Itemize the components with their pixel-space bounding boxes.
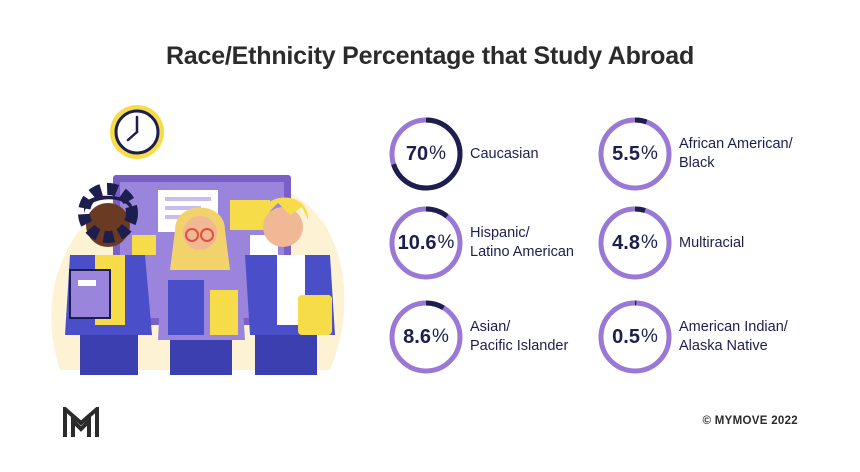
stat-label-line: Black [679,155,715,171]
stat-unit: % [437,232,455,253]
clock-icon [110,105,164,159]
stat-item: 8.6% Asian/Pacific Islander [387,298,637,376]
copyright-text: © MYMOVE 2022 [702,415,798,427]
donut-value-arc [389,117,463,191]
stat-label-line: African American/ [679,136,793,152]
stat-item: 70% Caucasian [387,115,637,193]
stat-number: 0.5 [612,325,640,348]
stat-value: 8.6% [387,298,465,376]
chart-title: Race/Ethnicity Percentage that Study Abr… [165,42,695,70]
stat-label: Asian/Pacific Islander [470,298,630,376]
stat-unit: % [640,143,658,164]
stat-value: 0.5% [596,298,674,376]
stat-value: 5.5% [596,115,674,193]
stat-number: 5.5 [612,142,640,165]
stat-label: American Indian/Alaska Native [679,298,839,376]
stat-label: Multiracial [679,204,839,282]
donut-ring [389,117,463,191]
stat-label-line: American Indian/ [679,319,788,335]
stat-number: 4.8 [612,231,640,254]
stat-label-line: Alaska Native [679,338,768,354]
donut-value-arc [598,300,672,374]
donut-ring [598,300,672,374]
stat-item: 4.8% Multiracial [596,204,846,282]
donut-value-arc [389,206,463,280]
stat-label-line: Multiracial [679,234,745,251]
stat-item: 10.6% Hispanic/Latino American [387,204,637,282]
stat-value: 4.8% [596,204,674,282]
stat-unit: % [429,143,447,164]
donut-ring [598,206,672,280]
stat-label: African American/Black [679,115,839,193]
donut-ring [389,300,463,374]
students-illustration [51,105,345,375]
stat-unit: % [640,326,658,347]
donut-value-arc [598,117,672,191]
stat-value: 10.6% [387,204,465,282]
stat-label-line: Caucasian [470,145,539,162]
stat-label: Caucasian [470,115,630,193]
stat-unit: % [431,326,449,347]
stat-number: 8.6 [403,325,431,348]
donut-value-arc [389,300,463,374]
donut-value-arc [598,206,672,280]
stat-number: 10.6 [397,231,437,254]
donut-ring [598,117,672,191]
mymove-logo-icon [63,407,99,437]
stat-label: Hispanic/Latino American [470,204,630,282]
donut-ring [389,206,463,280]
stat-item: 5.5% African American/Black [596,115,846,193]
stat-number: 70 [405,142,429,165]
stat-label-line: Pacific Islander [470,338,569,354]
stat-label-line: Latino American [470,244,574,260]
stat-label-line: Hispanic/ [470,225,530,241]
stat-item: 0.5% American Indian/Alaska Native [596,298,846,376]
stat-label-line: Asian/ [470,319,511,335]
stat-unit: % [640,232,658,253]
stat-value: 70% [387,115,465,193]
